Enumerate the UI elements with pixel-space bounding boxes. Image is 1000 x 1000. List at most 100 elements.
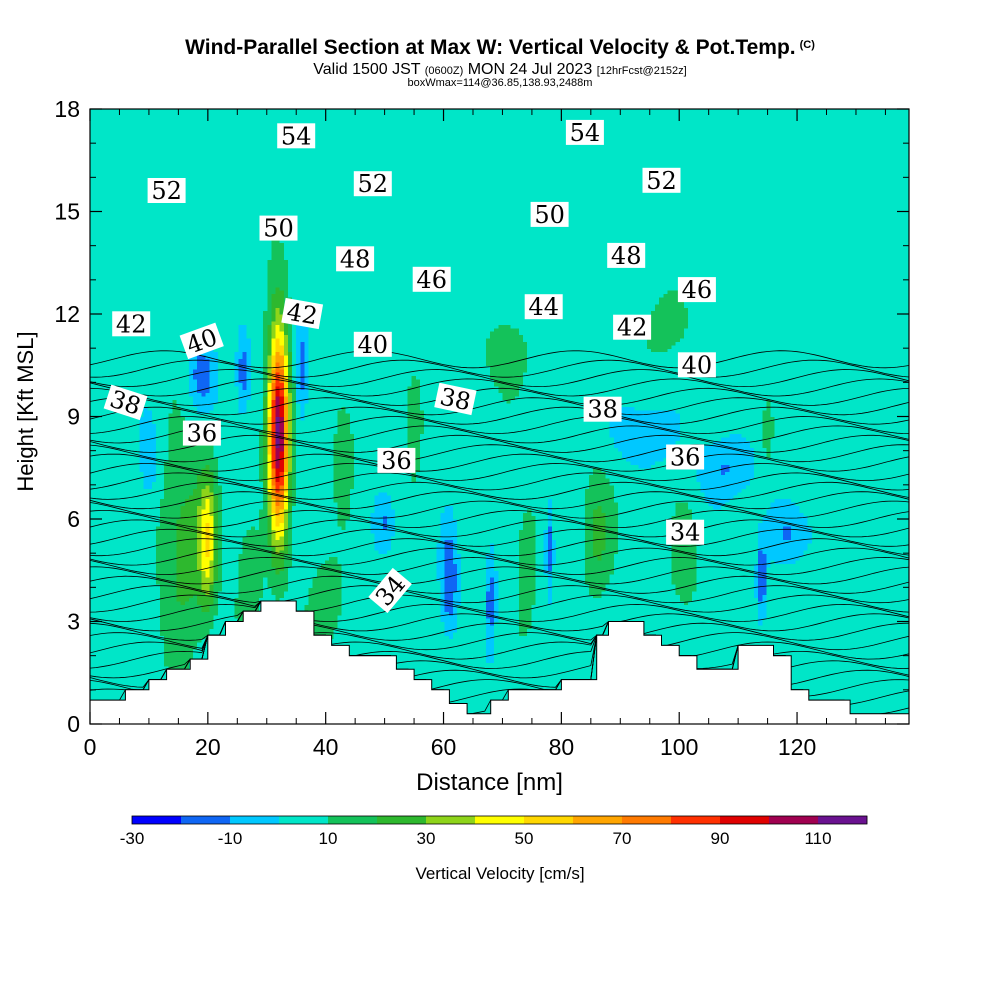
velocity-cell [94, 451, 99, 455]
velocity-cell [98, 164, 103, 168]
velocity-cell [102, 676, 107, 680]
velocity-cell [102, 481, 107, 485]
velocity-cell [107, 632, 112, 636]
velocity-cell [107, 635, 112, 639]
velocity-cell [111, 471, 116, 475]
velocity-cell [90, 406, 95, 410]
velocity-cell [107, 181, 112, 185]
velocity-cell [111, 693, 116, 697]
velocity-cell [115, 666, 120, 670]
velocity-cell [107, 153, 112, 157]
velocity-cell [102, 488, 107, 492]
velocity-cell [94, 263, 99, 267]
velocity-cell [107, 171, 112, 175]
velocity-cell [98, 232, 103, 236]
velocity-cell [94, 164, 99, 168]
velocity-cell [111, 273, 116, 277]
velocity-cell [115, 673, 120, 677]
velocity-cell [98, 410, 103, 414]
velocity-cell [94, 253, 99, 257]
velocity-cell [90, 540, 95, 544]
velocity-cell [111, 307, 116, 311]
velocity-cell [98, 253, 103, 257]
velocity-cell [111, 365, 116, 369]
velocity-cell [102, 458, 107, 462]
velocity-cell [98, 389, 103, 393]
velocity-cell [90, 396, 95, 400]
velocity-cell [111, 263, 116, 267]
velocity-cell [107, 287, 112, 291]
velocity-cell [98, 656, 103, 660]
velocity-cell [94, 294, 99, 298]
velocity-cell [94, 365, 99, 369]
velocity-cell [94, 512, 99, 516]
velocity-cell [94, 314, 99, 318]
velocity-cell [107, 246, 112, 250]
velocity-cell [111, 355, 116, 359]
velocity-cell [94, 181, 99, 185]
velocity-cell [94, 225, 99, 229]
velocity-cell [115, 512, 120, 516]
velocity-cell [115, 376, 120, 380]
velocity-cell [98, 201, 103, 205]
velocity-cell [111, 488, 116, 492]
velocity-cell [111, 656, 116, 660]
velocity-cell [94, 328, 99, 332]
velocity-cell [98, 519, 103, 523]
velocity-cell [111, 246, 116, 250]
velocity-cell [98, 492, 103, 496]
velocity-cell [98, 451, 103, 455]
velocity-cell [90, 181, 95, 185]
velocity-cell [94, 635, 99, 639]
velocity-cell [107, 164, 112, 168]
velocity-cell [90, 604, 95, 608]
velocity-cell [90, 458, 95, 462]
velocity-cell [90, 232, 95, 236]
velocity-cell [115, 540, 120, 544]
velocity-cell [90, 338, 95, 342]
velocity-cell [90, 191, 95, 195]
velocity-cell [102, 232, 107, 236]
velocity-cell [90, 225, 95, 229]
velocity-cell [98, 420, 103, 424]
velocity-cell [90, 215, 95, 219]
velocity-cell [102, 529, 107, 533]
velocity-cell [107, 123, 112, 127]
velocity-cell [102, 184, 107, 188]
velocity-cell [98, 328, 103, 332]
velocity-cell [102, 611, 107, 615]
velocity-cell [102, 235, 107, 239]
velocity-cell [115, 533, 120, 537]
velocity-cell [115, 529, 120, 533]
velocity-cell [90, 253, 95, 257]
velocity-cell [90, 212, 95, 216]
velocity-cell [98, 263, 103, 267]
velocity-cell [115, 338, 120, 342]
velocity-cell [111, 191, 116, 195]
velocity-cell [98, 242, 103, 246]
velocity-cell [102, 215, 107, 219]
velocity-cell [90, 201, 95, 205]
velocity-cell [111, 652, 116, 656]
velocity-cell [102, 263, 107, 267]
velocity-cell [98, 488, 103, 492]
velocity-cell [94, 191, 99, 195]
velocity-cell [94, 519, 99, 523]
velocity-cell [107, 693, 112, 697]
velocity-cell [94, 355, 99, 359]
velocity-cell [107, 242, 112, 246]
velocity-cell [111, 461, 116, 465]
velocity-cell [90, 304, 95, 308]
velocity-cell [90, 294, 95, 298]
velocity-cell [90, 324, 95, 328]
velocity-cell [111, 164, 116, 168]
velocity-cell [98, 574, 103, 578]
velocity-cell [98, 304, 103, 308]
velocity-cell [115, 369, 120, 373]
velocity-cell [98, 276, 103, 280]
velocity-cell [107, 379, 112, 383]
velocity-cell [98, 119, 103, 123]
velocity-cell [98, 601, 103, 605]
velocity-cell [98, 406, 103, 410]
velocity-cell [115, 273, 120, 277]
